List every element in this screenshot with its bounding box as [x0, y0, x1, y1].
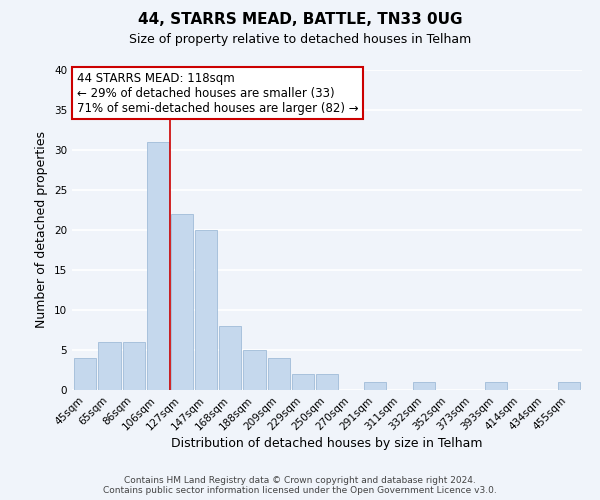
Bar: [98, 342, 121, 390]
Bar: [557, 382, 580, 390]
Bar: [146, 142, 169, 390]
Bar: [485, 382, 508, 390]
Bar: [122, 342, 145, 390]
Bar: [219, 326, 241, 390]
X-axis label: Distribution of detached houses by size in Telham: Distribution of detached houses by size …: [171, 438, 483, 450]
Bar: [244, 350, 266, 390]
Text: 44 STARRS MEAD: 118sqm
← 29% of detached houses are smaller (33)
71% of semi-det: 44 STARRS MEAD: 118sqm ← 29% of detached…: [77, 72, 359, 114]
Text: Contains HM Land Registry data © Crown copyright and database right 2024.
Contai: Contains HM Land Registry data © Crown c…: [103, 476, 497, 495]
Bar: [171, 214, 193, 390]
Bar: [195, 230, 217, 390]
Y-axis label: Number of detached properties: Number of detached properties: [35, 132, 49, 328]
Bar: [413, 382, 435, 390]
Bar: [74, 358, 97, 390]
Text: Size of property relative to detached houses in Telham: Size of property relative to detached ho…: [129, 32, 471, 46]
Bar: [364, 382, 386, 390]
Bar: [292, 374, 314, 390]
Bar: [268, 358, 290, 390]
Bar: [316, 374, 338, 390]
Text: 44, STARRS MEAD, BATTLE, TN33 0UG: 44, STARRS MEAD, BATTLE, TN33 0UG: [138, 12, 462, 28]
